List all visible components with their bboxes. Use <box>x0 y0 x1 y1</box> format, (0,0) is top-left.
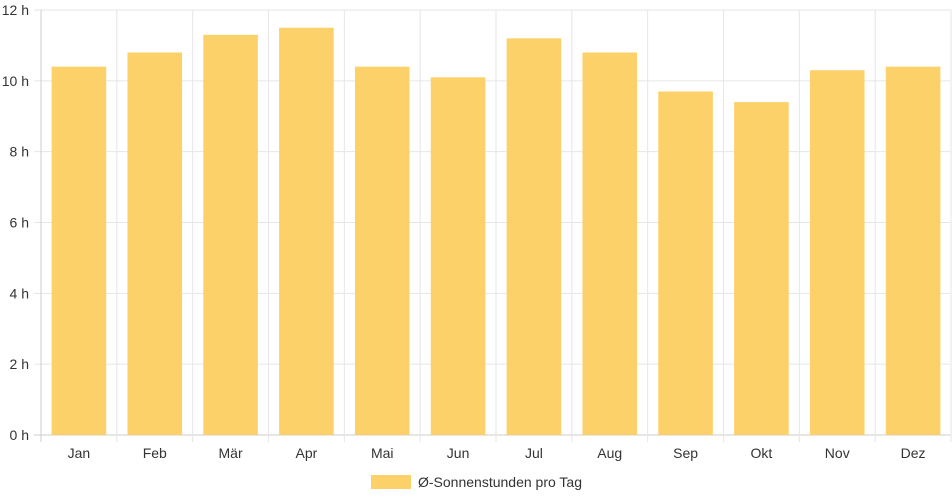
bar-mai[interactable] <box>354 66 410 436</box>
bar-feb[interactable] <box>127 52 183 436</box>
grid-lines <box>34 9 952 442</box>
bar-nov[interactable] <box>809 70 865 435</box>
x-tick-label: Dez <box>901 445 926 461</box>
x-tick-label: Nov <box>825 445 850 461</box>
bars <box>51 27 941 436</box>
y-axis-tick-labels: 0 h 2 h 4 h 6 h 8 h 10 h 12 h <box>2 2 29 443</box>
legend[interactable]: Ø-Sonnenstunden pro Tag <box>371 474 582 490</box>
x-tick-label: Mai <box>371 445 394 461</box>
bar-jan[interactable] <box>51 66 107 436</box>
bar-aug[interactable] <box>582 52 638 436</box>
x-tick-label: Aug <box>597 445 622 461</box>
x-tick-label: Jan <box>68 445 91 461</box>
y-tick-label: 10 h <box>2 73 29 89</box>
bar-okt[interactable] <box>734 102 789 435</box>
x-tick-label: Okt <box>751 445 773 461</box>
bar-jun[interactable] <box>430 77 486 436</box>
bar-jul[interactable] <box>506 38 562 435</box>
x-tick-label: Jun <box>447 445 470 461</box>
x-tick-label: Mär <box>219 445 243 461</box>
y-tick-label: 6 h <box>10 215 29 231</box>
x-tick-label: Apr <box>296 445 318 461</box>
y-tick-label: 12 h <box>2 2 29 18</box>
y-tick-label: 2 h <box>10 356 29 372</box>
y-tick-label: 4 h <box>10 285 29 301</box>
bar-mär[interactable] <box>203 34 258 436</box>
legend-label: Ø-Sonnenstunden pro Tag <box>418 474 582 490</box>
bar-dez[interactable] <box>885 66 941 436</box>
x-tick-label: Sep <box>673 445 698 461</box>
bar-apr[interactable] <box>279 27 334 435</box>
x-axis-tick-labels: Jan Feb Mär Apr Mai Jun Jul Aug Sep Okt Nov Dez <box>68 445 926 461</box>
legend-swatch <box>371 475 411 489</box>
y-tick-label: 8 h <box>10 144 29 160</box>
bar-sep[interactable] <box>658 91 713 435</box>
x-tick-label: Feb <box>143 445 167 461</box>
x-tick-label: Jul <box>525 445 543 461</box>
y-tick-label: 0 h <box>10 427 29 443</box>
